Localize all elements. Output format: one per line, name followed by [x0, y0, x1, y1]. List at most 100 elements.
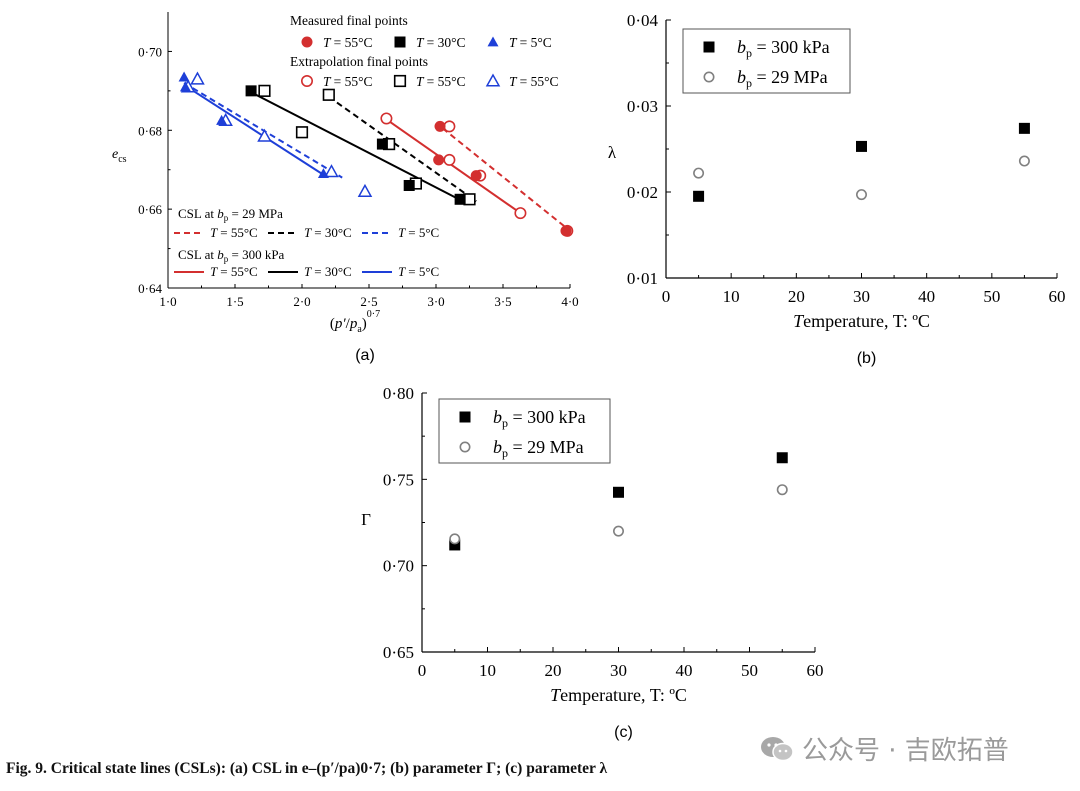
- legend-measured-marker: [301, 36, 313, 48]
- wechat-icon: [761, 736, 794, 761]
- data-point-b: [693, 190, 705, 202]
- legend-T-value: = 55°C: [220, 225, 257, 240]
- legend-measured-label: T = 55°C: [323, 35, 373, 50]
- measured-point: [216, 114, 228, 125]
- y-tick-label-a: 0·66: [138, 202, 162, 217]
- legend-T: T: [416, 35, 427, 50]
- y-tick-label-b: 0·01: [627, 269, 658, 288]
- legend-measured-header: Measured final points: [290, 13, 408, 28]
- measured-point: [178, 71, 190, 82]
- extrapolation-point: [295, 126, 309, 139]
- y-axis-label-c: Γ: [361, 510, 371, 529]
- chart-c: 0 10 20 30 40 50 60 0·65 0·70 0·75 0·80 Γ Temperatur…: [361, 384, 823, 741]
- x-axis-label-part-a: ): [362, 316, 367, 332]
- legend-T: T: [509, 35, 520, 50]
- legend-T-value: = 55°C: [334, 74, 373, 89]
- data-point-c: [776, 452, 788, 464]
- legend-T: T: [210, 264, 220, 279]
- data-point-b: [855, 189, 867, 201]
- x-tick-label-c: 40: [676, 661, 693, 680]
- legend-marker-c: [459, 441, 471, 453]
- csl-line: [384, 117, 521, 214]
- x-axis-label-part-a: p′: [334, 316, 347, 332]
- x-axis-label-suffix: emperature, T: ºC: [803, 311, 930, 331]
- extrapolation-point: [257, 128, 272, 142]
- measured-point: [434, 120, 446, 132]
- x-axis-label-part-a: (: [330, 316, 335, 332]
- legend-T-value: = 5°C: [520, 35, 552, 50]
- panel-label-a: (a): [355, 347, 375, 364]
- legend-T: T: [210, 225, 220, 240]
- measured-point: [245, 85, 257, 97]
- data-point-c: [449, 539, 461, 551]
- legend-csl-label: T = 5°C: [398, 225, 439, 240]
- measured-point: [376, 138, 388, 150]
- legend-box-b: [682, 28, 851, 94]
- x-axis-label-T: T: [793, 311, 805, 331]
- panel-label-c: (c): [614, 724, 633, 741]
- extrapolation-point: [380, 112, 393, 125]
- legend-csl-suffix: = 300 kPa: [228, 247, 284, 262]
- legend-T-value: = 55°C: [334, 35, 373, 50]
- measured-point: [179, 81, 191, 92]
- x-tick-label-a: 4·0: [561, 294, 578, 309]
- legend-measured-label: T = 5°C: [509, 35, 552, 50]
- legend-T: T: [304, 225, 314, 240]
- csl-line: [247, 89, 464, 203]
- legend-box-c: [438, 398, 611, 464]
- x-axis-label-part-a: /: [346, 316, 351, 332]
- x-tick-label-a: 3·5: [494, 294, 511, 309]
- y-tick-label-b: 0·04: [627, 11, 659, 30]
- csl-line: [442, 127, 571, 232]
- watermark: 公众号 · 吉欧拓普: [760, 730, 1009, 767]
- legend-csl-suffix: = 29 MPa: [228, 206, 283, 221]
- extrapolation-point: [514, 207, 527, 220]
- y-tick-label-c: 0·80: [383, 384, 414, 403]
- x-axis-label-a: (p′/pa)0·7: [330, 309, 380, 335]
- legend-T: T: [398, 264, 408, 279]
- legend-csl-b: b: [217, 206, 224, 221]
- legend-extrap-marker: [485, 73, 501, 87]
- data-point-b: [1018, 155, 1030, 167]
- x-tick-label-c: 60: [807, 661, 824, 680]
- legend-b: b: [493, 407, 502, 427]
- legend-T-value: = 55°C: [220, 264, 257, 279]
- y-tick-label-a: 0·70: [138, 44, 162, 59]
- x-axis-label-part-a: a: [357, 324, 362, 335]
- legend-p: p: [502, 416, 508, 430]
- y-tick-label-a: 0·68: [138, 123, 162, 138]
- y-axis-label-a: ecs: [112, 147, 127, 165]
- data-point-c: [449, 533, 461, 545]
- legend-T-value: = 55°C: [427, 74, 466, 89]
- data-point-c: [612, 525, 624, 537]
- legend-p: p: [746, 46, 752, 60]
- measured-point: [560, 225, 572, 237]
- legend-csl-label: T = 55°C: [210, 264, 258, 279]
- legend-T: T: [304, 264, 314, 279]
- x-tick-label-a: 1·0: [159, 294, 176, 309]
- panel-label-b: (b): [857, 350, 877, 367]
- legend-measured-label: T = 30°C: [416, 35, 466, 50]
- x-axis-label-c: Temperature, T: ºC: [550, 685, 687, 705]
- measured-point: [433, 154, 445, 166]
- x-axis-label-part-a: 0·7: [367, 309, 380, 320]
- x-tick-label-b: 0: [662, 287, 671, 306]
- figure-caption: Fig. 9. Critical state lines (CSLs): (a)…: [6, 760, 608, 777]
- legend-extrap-marker: [300, 75, 313, 88]
- x-axis-label-T: T: [550, 685, 562, 705]
- legend-T: T: [509, 74, 520, 89]
- y-axis-label-sub-a: cs: [118, 154, 126, 165]
- legend-extrap-label: T = 55°C: [323, 74, 373, 89]
- data-point-c: [776, 484, 788, 496]
- legend-T: T: [416, 74, 427, 89]
- legend-T-value: = 30°C: [427, 35, 466, 50]
- measured-point: [317, 168, 329, 179]
- chart-a: 1·0 1·5 2·0 2·5 3·0 3·5 4·0 0·64 0·66 0·68 0·70 ecs…: [112, 12, 579, 364]
- legend-value: = 29 MPa: [752, 67, 828, 87]
- legend-value: = 300 kPa: [752, 37, 830, 57]
- csl-line: [183, 84, 326, 177]
- x-tick-label-b: 60: [1049, 287, 1066, 306]
- legend-csl29-header: CSL at bp = 29 MPa: [178, 206, 283, 223]
- x-tick-label-b: 40: [918, 287, 935, 306]
